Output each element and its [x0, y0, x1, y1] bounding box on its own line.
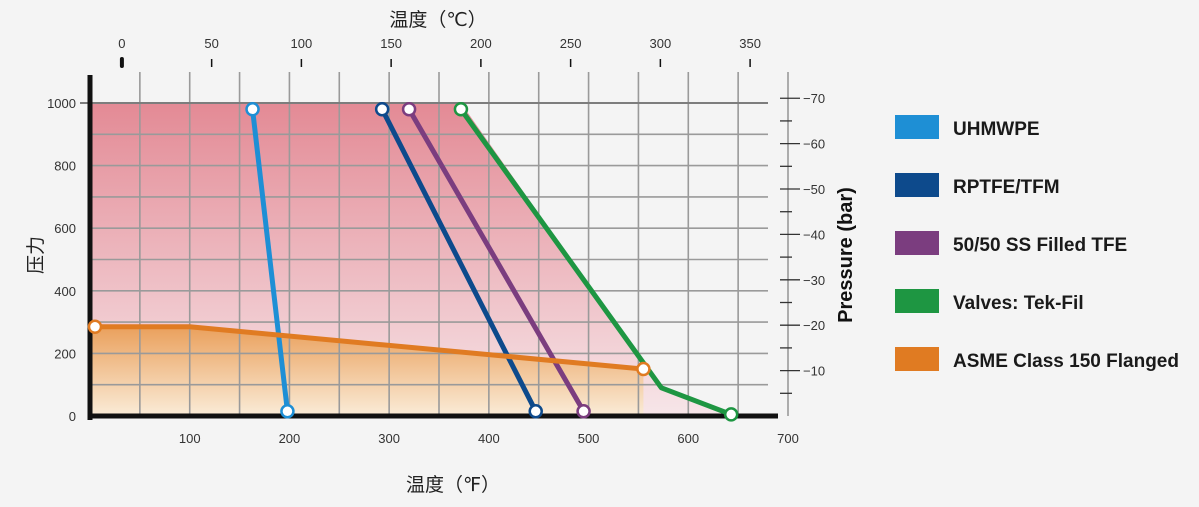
legend-swatch-4: [895, 347, 939, 371]
series-point-2-1: [576, 404, 591, 419]
celsius-tick-label: 0: [118, 36, 125, 51]
series-line-0: [250, 106, 290, 414]
legend-label-0: UHMWPE: [953, 119, 1040, 140]
bar-tick-label: −60: [803, 137, 825, 152]
fahrenheit-tick-label: 700: [777, 431, 799, 446]
series-point-0-1: [280, 404, 295, 419]
bar-tick-label: −30: [803, 273, 825, 288]
series-line-4: [92, 324, 646, 372]
series-point-2-0: [401, 102, 417, 117]
y-axis-title-right: Pressure (bar): [835, 187, 857, 323]
series-point-4-1: [636, 361, 651, 377]
legend-label-4: ASME Class 150 Flanged: [953, 351, 1179, 372]
fahrenheit-tick-label: 600: [677, 431, 699, 446]
x-axis-title-celsius: 温度（℃）: [389, 9, 486, 31]
bar-tick-label: −40: [803, 227, 825, 242]
celsius-tick-label: 300: [650, 36, 672, 51]
fahrenheit-tick-label: 300: [378, 431, 400, 446]
bar-tick-label: −10: [803, 364, 825, 379]
series-line-3: [458, 106, 734, 417]
legend-swatch-3: [895, 289, 939, 313]
celsius-tick-label: 50: [204, 36, 218, 51]
legend: UHMWPE RPTFE/TFM 50/50 SS Filled TFE Valves…: [895, 115, 1179, 372]
fahrenheit-tick-label: 200: [279, 431, 301, 446]
series-point-3-0: [453, 102, 469, 117]
psi-tick-label: 1000: [47, 96, 76, 111]
celsius-tick-label: 250: [560, 36, 582, 51]
legend-swatch-0: [895, 115, 939, 139]
psi-tick-label: 0: [69, 409, 76, 424]
fahrenheit-tick-label: 100: [179, 431, 201, 446]
bar-tick-label: −50: [803, 182, 825, 197]
bar-tick-label: −70: [803, 91, 825, 106]
legend-label-3: Valves: Tek-Fil: [953, 293, 1084, 314]
series-point-0-0: [245, 102, 260, 117]
series-point-1-0: [374, 102, 390, 117]
legend-swatch-2: [895, 231, 939, 255]
series-point-4-0: [87, 319, 103, 335]
y-axis-title-left: 压力: [25, 236, 47, 274]
series-point-3-1: [723, 407, 739, 422]
fahrenheit-tick-label: 400: [478, 431, 500, 446]
legend-label-1: RPTFE/TFM: [953, 177, 1060, 198]
psi-tick-label: 800: [54, 159, 76, 174]
legend-swatch-1: [895, 173, 939, 197]
fahrenheit-tick-label: 500: [578, 431, 600, 446]
celsius-tick-label: 200: [470, 36, 492, 51]
celsius-tick-label: 150: [380, 36, 402, 51]
celsius-tick-label: 350: [739, 36, 761, 51]
series-point-1-1: [528, 404, 543, 419]
psi-tick-label: 600: [54, 221, 76, 236]
legend-label-2: 50/50 SS Filled TFE: [953, 235, 1127, 256]
celsius-tick-mark-zero: [119, 57, 124, 68]
psi-tick-label: 400: [54, 284, 76, 299]
x-axis-title-fahrenheit: 温度（℉）: [406, 474, 500, 496]
flange-rating-region: [90, 326, 644, 416]
bar-tick-label: −20: [803, 318, 825, 333]
series-line-1: [379, 106, 539, 414]
psi-tick-label: 200: [54, 346, 76, 361]
celsius-tick-label: 100: [291, 36, 313, 51]
